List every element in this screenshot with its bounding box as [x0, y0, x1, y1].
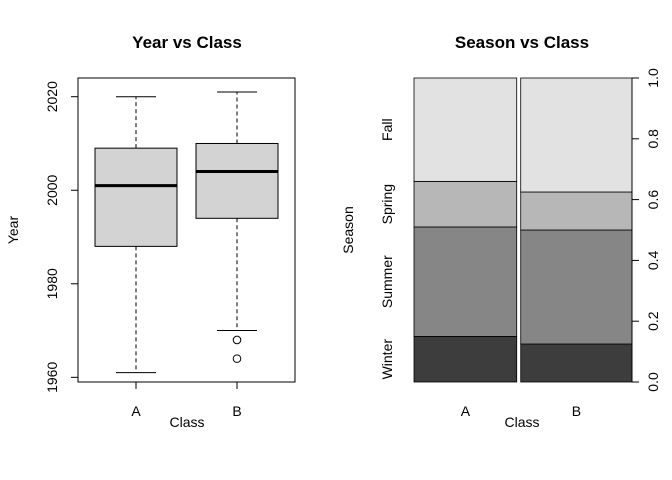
- mosaic-right-tick-label: 1.0: [645, 68, 661, 88]
- mosaic-cell-spring: [520, 191, 633, 231]
- mosaic-cell-fall: [413, 77, 518, 182]
- boxplot-outlier: [232, 335, 242, 345]
- mosaic-x-axis-label: Class: [504, 414, 539, 430]
- mosaic-right-tick-label: 0.0: [645, 372, 661, 392]
- boxplot-y-axis: 1960 1980 2000 2020: [44, 81, 79, 393]
- mosaic-cell-fall: [520, 77, 633, 193]
- mosaic-segment-label: Summer: [379, 255, 395, 308]
- mosaic-x-tick-label: B: [572, 403, 581, 419]
- mosaic-right-tick-label: 0.8: [645, 129, 661, 149]
- mosaic-segment-label: Spring: [379, 184, 395, 224]
- mosaic-segment-label: Fall: [379, 118, 395, 141]
- mosaic-right-tick-label: 0.6: [645, 190, 661, 210]
- boxplot-y-tick-label: 1960: [44, 362, 60, 393]
- boxplot-box: [94, 147, 178, 247]
- boxplot-box: [195, 142, 279, 219]
- boxplot-x-tick-label: A: [131, 403, 141, 419]
- mosaic-right-axis: 0.0 0.2 0.4 0.6 0.8 1.0: [631, 68, 661, 392]
- mosaic-right-tick-label: 0.2: [645, 311, 661, 331]
- boxplot-y-tick-label: 2000: [44, 174, 60, 205]
- boxplot-marks: [94, 91, 279, 374]
- mosaic-cell-spring: [413, 180, 518, 228]
- boxplot-y-axis-label: Year: [5, 216, 21, 245]
- mosaic-y-axis-label: Season: [340, 206, 356, 253]
- mosaic-right-tick-label: 0.4: [645, 250, 661, 270]
- mosaic-panel: Season vs Class Winter Summer Spring Fall A…: [340, 33, 661, 430]
- mosaic-x-tick-label: A: [461, 403, 471, 419]
- mosaic-cell-winter: [520, 343, 633, 383]
- mosaic-title: Season vs Class: [455, 33, 589, 52]
- boxplot-x-tick-label: B: [232, 403, 241, 419]
- boxplot-title: Year vs Class: [132, 33, 242, 52]
- mosaic-cell-winter: [413, 335, 518, 383]
- boxplot-outlier: [232, 354, 242, 363]
- mosaic-segment-label: Winter: [379, 339, 395, 380]
- boxplot-y-tick-label: 1980: [44, 268, 60, 299]
- mosaic-cell-summer: [413, 226, 518, 337]
- boxplot-y-tick-label: 2020: [44, 81, 60, 112]
- boxplot-x-axis-label: Class: [169, 414, 204, 430]
- mosaic-marks: [413, 77, 633, 383]
- mosaic-cell-summer: [520, 229, 633, 345]
- mosaic-segment-labels: Winter Summer Spring Fall: [379, 118, 395, 379]
